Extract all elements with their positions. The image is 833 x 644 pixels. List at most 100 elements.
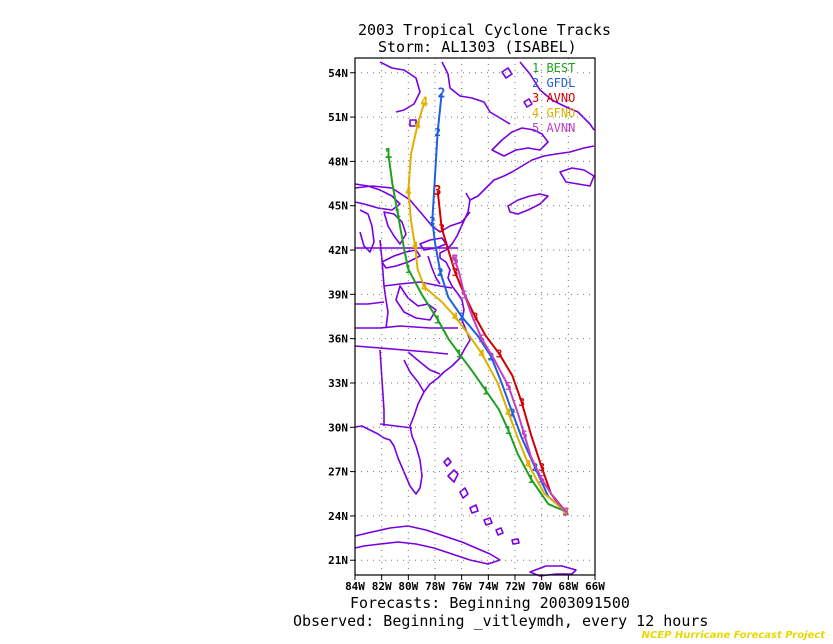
track-gfdl (431, 93, 567, 513)
track-marker-gfdl: 2 (429, 214, 436, 227)
lat-label-45N: 45N (328, 200, 348, 213)
labrador-east (519, 61, 595, 131)
island-north-1 (501, 67, 513, 79)
gulf-st-lawrence (491, 127, 549, 157)
lon-label-70W: 70W (532, 580, 552, 593)
bahamas-3 (469, 504, 479, 514)
legend-entry-gfdl: 2 GFDL (532, 76, 575, 90)
track-marker-avno: 3 (518, 396, 525, 409)
lon-label-72W: 72W (505, 580, 525, 593)
track-marker-best: 1 (562, 505, 569, 518)
lon-label-74W: 74W (478, 580, 498, 593)
forecast-caption: Forecasts: Beginning 2003091500 (350, 594, 630, 612)
nova-scotia (507, 193, 549, 215)
us-canada-border (354, 185, 471, 233)
boundary-west (379, 239, 389, 329)
lon-label-68W: 68W (558, 580, 578, 593)
track-best (387, 153, 567, 513)
island-north-2 (523, 98, 533, 108)
track-marker-avnn: 5 (562, 505, 569, 518)
track-gfno (407, 102, 567, 513)
track-marker-avnn: 5 (505, 380, 512, 393)
boundary-nc-sc (407, 351, 441, 375)
track-marker-gfno: 4 (562, 505, 569, 518)
lat-label-30N: 30N (328, 421, 348, 434)
lat-label-42N: 42N (328, 244, 348, 257)
lon-label-78W: 78W (425, 580, 445, 593)
forecast-tracks: 1111111111222222222333333334444444444555… (384, 86, 569, 518)
track-marker-gfno: 4 (414, 118, 421, 131)
track-marker-gfdl: 2 (437, 266, 444, 279)
boundary-ga-fl (379, 423, 413, 429)
lat-label-27N: 27N (328, 466, 348, 479)
track-marker-gfdl: 2 (509, 407, 516, 420)
track-marker-gfno: 4 (421, 281, 428, 294)
legend-entry-best: 1 BEST (532, 61, 575, 75)
track-end-label-avno: 3 (434, 184, 442, 199)
track-marker-gfdl: 2 (532, 461, 539, 474)
observed-caption: Observed: Beginning _vitleymdh, every 12… (293, 612, 709, 630)
track-marker-avnn: 5 (452, 254, 459, 267)
track-end-label-gfdl: 2 (438, 86, 446, 101)
track-marker-gfdl: 2 (488, 350, 495, 363)
track-marker-gfdl: 2 (458, 311, 465, 324)
lon-label-80W: 80W (398, 580, 418, 593)
east-coastline (354, 192, 471, 495)
lat-label-48N: 48N (328, 155, 348, 168)
track-marker-gfno: 4 (505, 407, 512, 420)
bahamas-5 (495, 527, 504, 536)
boundary-ne-states (427, 255, 441, 285)
hispaniola-part (529, 565, 577, 577)
boundary-wv (395, 285, 437, 321)
cuba-coast (354, 525, 501, 565)
lon-label-76W: 76W (452, 580, 472, 593)
lake-michigan (359, 209, 375, 253)
lat-label-54N: 54N (328, 67, 348, 80)
track-marker-gfno: 4 (412, 240, 419, 253)
track-marker-gfdl: 2 (562, 505, 569, 518)
lon-label-66W: 66W (585, 580, 605, 593)
legend-entry-avno: 3 AVNO (532, 91, 575, 105)
lat-label-51N: 51N (328, 111, 348, 124)
coastline-layer (354, 61, 595, 577)
track-marker-avno: 3 (452, 266, 459, 279)
track-marker-avnn: 5 (478, 333, 485, 346)
lake-erie (381, 249, 421, 269)
track-marker-best: 1 (505, 424, 512, 437)
hudson-bay-east (441, 61, 511, 125)
lat-label-36N: 36N (328, 333, 348, 346)
track-marker-avno: 3 (496, 347, 503, 360)
track-marker-avnn: 5 (461, 288, 468, 301)
maritimes-coast (469, 145, 595, 201)
boundary-sc-ga (403, 359, 425, 393)
lat-label-39N: 39N (328, 288, 348, 301)
legend-entry-avnn: 5 AVNN (532, 121, 575, 135)
track-end-label-best: 1 (384, 147, 392, 162)
lat-label-24N: 24N (328, 510, 348, 523)
track-marker-avno: 3 (472, 311, 479, 324)
track-avno (436, 190, 567, 513)
lat-label-21N: 21N (328, 554, 348, 567)
track-marker-avnn: 5 (538, 473, 545, 486)
bahamas-1 (447, 469, 459, 483)
track-end-label-avnn: 5 (451, 253, 459, 268)
track-marker-best: 1 (385, 148, 392, 161)
track-end-label-gfno: 4 (420, 95, 428, 110)
lat-label-33N: 33N (328, 377, 348, 390)
track-marker-avno: 3 (538, 461, 545, 474)
track-marker-gfno: 4 (478, 347, 485, 360)
track-marker-gfno: 4 (452, 311, 459, 324)
bahamas-7 (443, 457, 452, 467)
legend-entry-gfno: 4 GFNO (532, 106, 575, 120)
axis-ticks: 54N 51N 48N 45N 42N 39N 36N 33N 30N 27N 24N 21N 84W 8… (328, 67, 605, 593)
boundary-ky-tn (355, 301, 385, 305)
track-marker-gfno: 4 (525, 458, 532, 471)
newfoundland-part (559, 167, 595, 187)
track-marker-avno: 3 (438, 222, 445, 235)
track-marker-best: 1 (482, 384, 489, 397)
bahamas-4 (483, 517, 493, 526)
track-marker-gfno: 4 (405, 185, 412, 198)
track-marker-best: 1 (456, 347, 463, 360)
